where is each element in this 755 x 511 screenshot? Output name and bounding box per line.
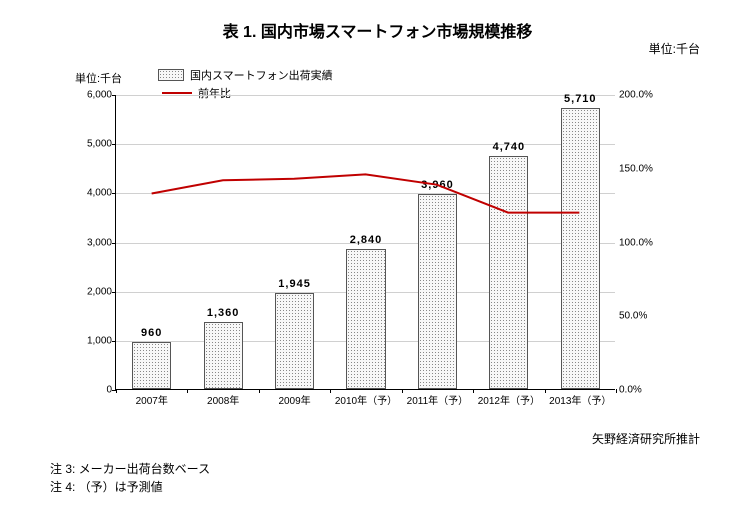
- x-tick-label: 2012年（予）: [478, 392, 540, 407]
- y1-tick-label: 4,000: [74, 188, 112, 199]
- x-tick-label: 2009年: [278, 392, 310, 407]
- x-tick-label: 2008年: [207, 392, 239, 407]
- y2-tick-label: 100.0%: [619, 237, 657, 248]
- line-series: [116, 95, 615, 389]
- y1-tick-label: 3,000: [74, 237, 112, 248]
- x-tick-label: 2011年（予）: [407, 392, 469, 407]
- line-path: [152, 174, 580, 212]
- x-tick: [473, 389, 474, 393]
- legend-bar-swatch: [158, 69, 184, 81]
- legend-bar-label: 国内スマートフォン出荷実績: [190, 67, 333, 83]
- x-tick: [259, 389, 260, 393]
- chart-title: 表 1. 国内市場スマートフォン市場規模推移: [0, 0, 755, 42]
- y1-tick-label: 0: [74, 385, 112, 396]
- y1-tick-label: 2,000: [74, 286, 112, 297]
- y2-tick-label: 0.0%: [619, 385, 657, 396]
- x-tick: [330, 389, 331, 393]
- plot-area: 01,0002,0003,0004,0005,0006,0000.0%50.0%…: [115, 95, 615, 390]
- chart-area: 国内スマートフォン出荷実績 前年比 01,0002,0003,0004,0005…: [70, 85, 650, 420]
- unit-label-left: 単位:千台: [75, 70, 122, 86]
- x-tick: [545, 389, 546, 393]
- x-tick: [187, 389, 188, 393]
- y2-tick-label: 200.0%: [619, 90, 657, 101]
- legend-line-swatch: [162, 92, 192, 94]
- x-tick-label: 2010年（予）: [335, 392, 397, 407]
- x-tick: [116, 389, 117, 393]
- y1-tick-label: 6,000: [74, 90, 112, 101]
- y2-tick-label: 50.0%: [619, 311, 657, 322]
- note-4: 注 4: （予）は予測値: [50, 478, 163, 495]
- x-tick: [616, 389, 617, 393]
- x-tick: [402, 389, 403, 393]
- unit-label-right: 単位:千台: [649, 40, 700, 57]
- y1-tick-label: 5,000: [74, 139, 112, 150]
- x-tick-label: 2013年（予）: [549, 392, 611, 407]
- legend-bar: 国内スマートフォン出荷実績: [158, 67, 333, 83]
- x-tick-label: 2007年: [136, 392, 168, 407]
- source-label: 矢野経済研究所推計: [592, 430, 700, 447]
- note-3: 注 3: メーカー出荷台数ベース: [50, 460, 210, 477]
- y2-tick-label: 150.0%: [619, 163, 657, 174]
- y1-tick-label: 1,000: [74, 335, 112, 346]
